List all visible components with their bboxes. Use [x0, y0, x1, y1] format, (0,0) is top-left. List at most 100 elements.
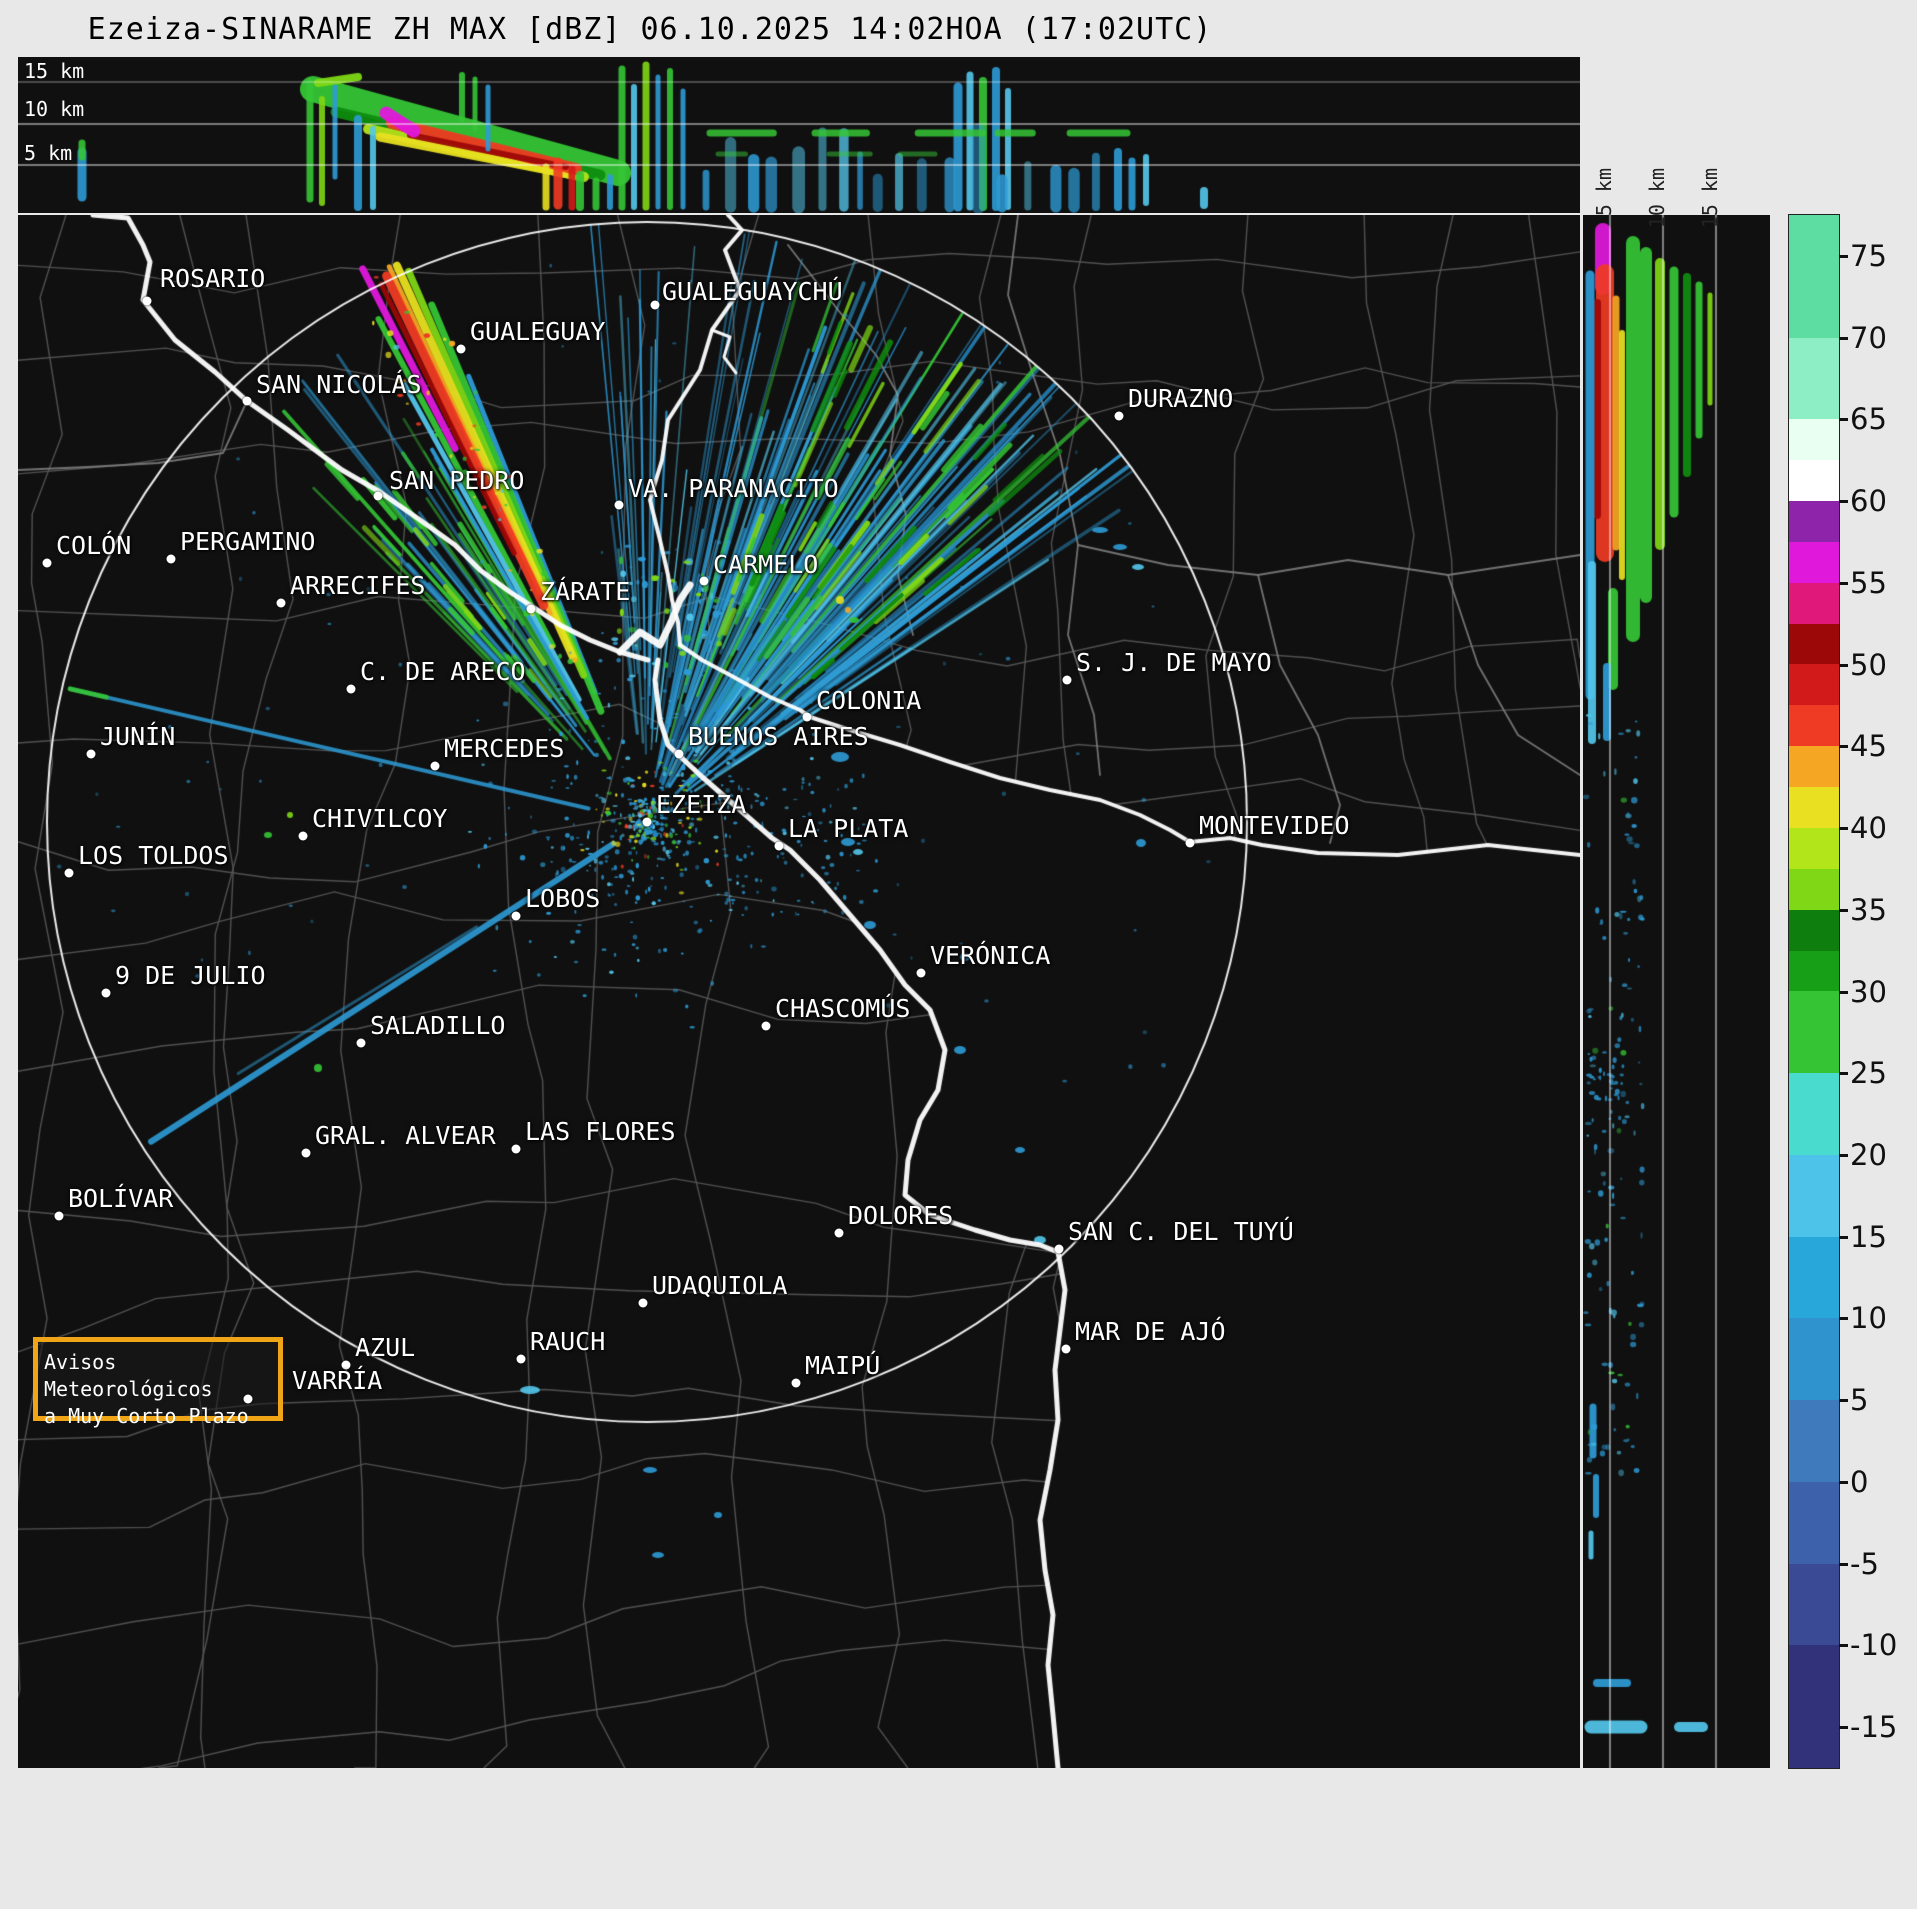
- city-label: BUENOS AIRES: [688, 722, 869, 751]
- city-dot: [674, 749, 684, 759]
- city-label: MAIPÚ: [805, 1351, 881, 1380]
- colorbar-tick-label: 15: [1850, 1219, 1887, 1254]
- colorbar-band: [1789, 419, 1839, 461]
- colorbar-tick-mark: [1839, 745, 1848, 749]
- city-dot: [699, 576, 709, 586]
- city-dot: [834, 1228, 844, 1238]
- warning-line-1: Avisos Meteorológicos: [44, 1350, 213, 1401]
- height-label-10km: 10 km: [24, 97, 85, 121]
- city-dot: [650, 300, 660, 310]
- city-label: GUALEGUAYCHÚ: [662, 277, 843, 306]
- colorbar-band: [1789, 1400, 1839, 1482]
- colorbar-tick-label: 50: [1850, 647, 1887, 682]
- colorbar-tick-mark: [1839, 908, 1848, 912]
- colorbar-band: [1789, 623, 1839, 665]
- colorbar-tick-mark: [1839, 827, 1848, 831]
- colorbar-band: [1789, 1318, 1839, 1401]
- colorbar-band: [1789, 541, 1839, 583]
- colorbar-tick-mark: [1839, 1399, 1848, 1403]
- colorbar-band: [1789, 868, 1839, 910]
- city-dot: [242, 396, 252, 406]
- height-label-5km: 5 km: [24, 141, 73, 165]
- city-label: AZUL: [355, 1333, 416, 1362]
- colorbar-band: [1789, 1481, 1839, 1564]
- city-label: MONTEVIDEO: [1199, 811, 1350, 840]
- warning-box[interactable]: Avisos Meteorológicos a Muy Corto Plazo: [33, 1337, 283, 1428]
- colorbar-tick-label: 55: [1850, 565, 1887, 600]
- city-label: MERCEDES: [444, 734, 565, 763]
- city-dot: [638, 1298, 648, 1308]
- colorbar-tick-mark: [1839, 1317, 1848, 1321]
- colorbar-band: [1789, 664, 1839, 706]
- city-dot: [166, 554, 176, 564]
- city-label: DOLORES: [848, 1201, 954, 1230]
- colorbar-tick-label: 65: [1850, 402, 1887, 437]
- city-dot: [341, 1360, 351, 1370]
- colorbar-tick-mark: [1839, 1153, 1848, 1157]
- colorbar-tick-label: -5: [1850, 1546, 1879, 1581]
- city-label: ROSARIO: [160, 264, 266, 293]
- city-dot: [456, 344, 466, 354]
- colorbar-tick-mark: [1839, 1644, 1848, 1648]
- colorbar-band: [1789, 460, 1839, 502]
- city-label: LOBOS: [525, 884, 601, 913]
- colorbar-tick-label: 35: [1850, 892, 1887, 927]
- page-title: Ezeiza-SINARAME ZH MAX [dBZ] 06.10.2025 …: [87, 12, 1213, 47]
- colorbar-tick-label: 45: [1850, 729, 1887, 764]
- colorbar-band: [1789, 501, 1839, 542]
- city-label: SAN C. DEL TUYÚ: [1068, 1217, 1294, 1246]
- height-label-10km-right: 10 km: [1645, 168, 1669, 229]
- colorbar-tick-mark: [1839, 1726, 1848, 1730]
- city-label: SALADILLO: [370, 1011, 506, 1040]
- colorbar-tick-label: 60: [1850, 484, 1887, 519]
- city-label: UDAQUIOLA: [652, 1271, 788, 1300]
- colorbar-tick-mark: [1839, 1562, 1848, 1566]
- colorbar-band: [1789, 746, 1839, 788]
- right-cross-section-panel: [1583, 215, 1770, 1768]
- city-label: DURAZNO: [1128, 384, 1234, 413]
- colorbar-tick-mark: [1839, 418, 1848, 422]
- city-label: SAN PEDRO: [389, 466, 525, 495]
- top-cross-section-canvas: [18, 57, 1580, 213]
- city-label: LA PLATA: [788, 814, 909, 843]
- city-label: COLÓN: [56, 531, 132, 560]
- city-label: ARRECIFES: [290, 571, 426, 600]
- city-dot: [54, 1211, 64, 1221]
- city-dot: [802, 712, 812, 722]
- colorbar-tick-label: -15: [1850, 1710, 1898, 1745]
- colorbar-tick-label: -10: [1850, 1628, 1898, 1663]
- city-dot: [430, 761, 440, 771]
- colorbar-tick-label: 70: [1850, 320, 1887, 355]
- height-label-15km-right: 15 km: [1698, 168, 1722, 229]
- city-dot: [1054, 1244, 1064, 1254]
- city-dot: [243, 1394, 253, 1404]
- colorbar-band: [1789, 991, 1839, 1074]
- city-label: 9 DE JULIO: [115, 961, 266, 990]
- city-label: EZEIZA: [656, 790, 747, 819]
- colorbar-tick-label: 20: [1850, 1137, 1887, 1172]
- city-dot: [511, 1144, 521, 1154]
- colorbar-tick-mark: [1839, 663, 1848, 667]
- city-dot: [142, 296, 152, 306]
- city-label: VARRÍA: [292, 1366, 383, 1395]
- colorbar-band: [1789, 1073, 1839, 1155]
- colorbar: [1788, 214, 1840, 1769]
- colorbar-tick-mark: [1839, 336, 1848, 340]
- city-dot: [1061, 1344, 1071, 1354]
- city-dot: [1185, 838, 1195, 848]
- city-dot: [346, 684, 356, 694]
- city-dot: [774, 841, 784, 851]
- city-label: MAR DE AJÓ: [1075, 1317, 1226, 1346]
- city-dot: [642, 817, 652, 827]
- colorbar-tick-mark: [1839, 581, 1848, 585]
- city-label: VERÓNICA: [930, 941, 1051, 970]
- city-label: JUNÍN: [100, 722, 176, 751]
- city-label: COLONIA: [816, 686, 922, 715]
- city-label: CHIVILCOY: [312, 804, 448, 833]
- height-label-15km: 15 km: [24, 59, 85, 83]
- colorbar-tick-label: 5: [1850, 1383, 1869, 1418]
- city-label: PERGAMINO: [180, 527, 316, 556]
- colorbar-tick-mark: [1839, 500, 1848, 504]
- colorbar-band: [1789, 950, 1839, 992]
